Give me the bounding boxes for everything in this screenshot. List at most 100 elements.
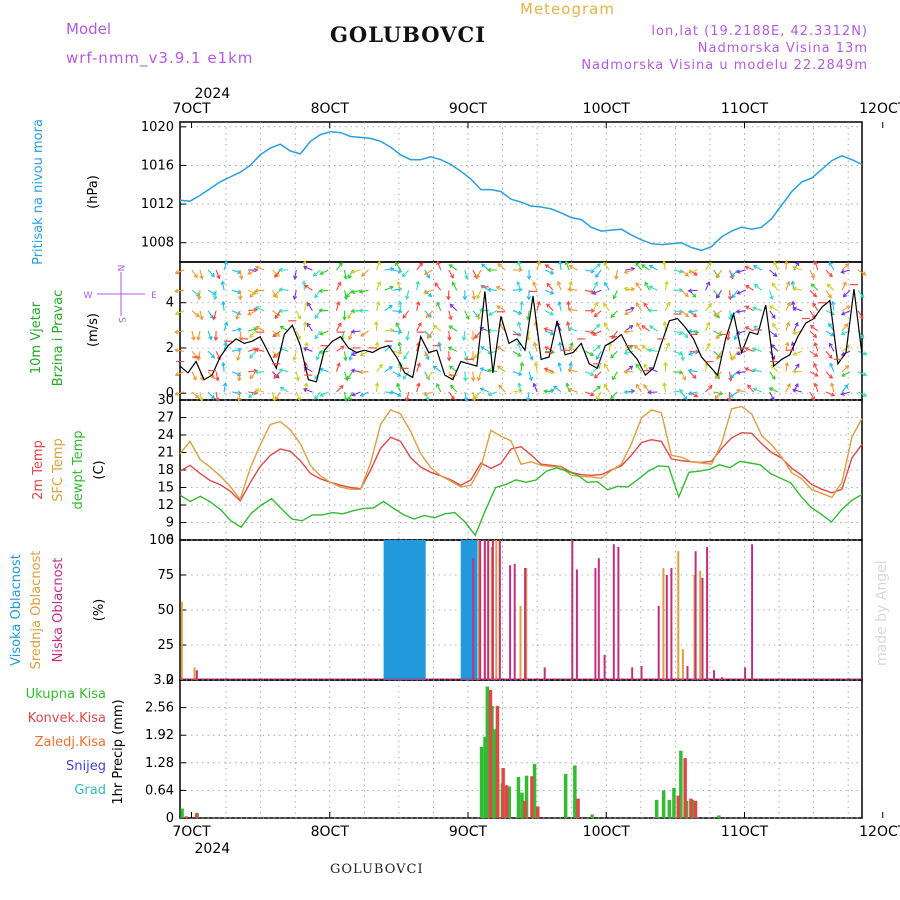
wind-arrowhead — [663, 361, 668, 366]
wind-arrowhead — [471, 397, 477, 402]
wind-arrow — [473, 391, 482, 399]
wind-arrowhead — [629, 324, 634, 330]
cloud-bar-0 — [392, 540, 396, 680]
wind-arrowhead — [348, 356, 353, 362]
wind-arrow — [841, 305, 851, 312]
wind-arrow — [476, 290, 482, 299]
wind-arrow — [714, 371, 722, 379]
wind-arrowhead — [303, 346, 308, 352]
precip-bar-1 — [488, 689, 493, 818]
wind-arrowhead — [840, 331, 846, 336]
wind-arrowhead — [199, 275, 204, 280]
wind-arrow — [295, 371, 300, 381]
wind-arrowhead — [557, 300, 562, 306]
wind-arrow — [792, 287, 802, 291]
wind-arrow — [785, 260, 788, 271]
wind-arrow — [771, 364, 779, 373]
wind-arrow — [732, 351, 739, 360]
wind-arrowhead — [416, 362, 421, 367]
wind-arrowhead — [350, 329, 355, 334]
wind-arrowhead — [487, 391, 493, 397]
wind-arrowhead — [210, 394, 216, 400]
wind-arrow — [565, 261, 570, 271]
wind-arrow — [729, 310, 732, 320]
wind-arrow — [604, 282, 610, 291]
wind-arrow — [448, 330, 451, 341]
cloud-bar-2 — [701, 577, 704, 680]
wind-arrow — [336, 385, 344, 393]
wind-arrow — [472, 330, 474, 341]
wind-arrowhead — [771, 375, 776, 380]
wind-arrow — [536, 301, 540, 311]
wind-arrowhead — [376, 281, 382, 286]
wind-arrow — [273, 289, 281, 297]
wind-arrowhead — [236, 397, 242, 402]
wind-arrow — [397, 281, 402, 291]
wind-arrow — [793, 350, 803, 356]
wind-arrowhead — [275, 272, 280, 277]
wind-arrowhead — [450, 395, 455, 401]
wind-arrowhead — [771, 282, 776, 287]
wind-arrow — [248, 391, 257, 398]
wind-arrow — [223, 342, 227, 352]
wind-arrow — [247, 269, 257, 275]
wind-arrow — [745, 326, 754, 332]
wind-arrowhead — [682, 376, 687, 381]
wind-arrow — [559, 261, 562, 271]
wind-arrow — [314, 391, 321, 400]
wind-arrow — [175, 289, 185, 292]
wind-arrow — [450, 385, 458, 393]
wind-arrow — [603, 303, 610, 312]
wind-arrowhead — [595, 396, 600, 401]
wind-arrow — [527, 391, 530, 401]
wind-arrowhead — [648, 285, 653, 290]
wind-arrowhead — [862, 351, 868, 356]
wind-arrow — [769, 310, 776, 319]
cloud-bar-2 — [686, 666, 689, 680]
wind-arrowhead — [623, 389, 628, 395]
wind-arrow — [841, 391, 851, 396]
wind-arrowhead — [474, 334, 479, 339]
wind-arrowhead — [417, 322, 422, 327]
wind-arrow — [231, 269, 241, 274]
credit-watermark: made by Angel — [874, 560, 890, 666]
wind-arrowhead — [679, 288, 684, 293]
wind-arrowhead — [792, 388, 797, 393]
wind-arrowhead — [706, 342, 711, 347]
wind-arrow — [568, 288, 578, 291]
wind-arrowhead — [784, 361, 790, 367]
wind-arrow — [769, 290, 773, 300]
wind-arrow — [221, 281, 225, 291]
wind-arrow — [841, 263, 850, 271]
precip-bar-0 — [679, 750, 683, 818]
wind-arrowhead — [223, 321, 229, 326]
wind-arrow — [754, 284, 763, 291]
wind-arrowhead — [543, 389, 548, 394]
wind-arrow — [680, 351, 684, 361]
wind-arrow — [610, 350, 618, 359]
wind-arrowhead — [610, 354, 615, 359]
wind-arrowhead — [292, 295, 298, 301]
wind-arrow — [568, 308, 578, 312]
wind-arrow — [191, 330, 195, 340]
wind-arrow — [673, 390, 683, 393]
temp-line-1 — [179, 405, 863, 501]
precip-bar-1 — [523, 800, 527, 819]
wind-arrow — [585, 269, 595, 273]
wind-arrowhead — [463, 356, 469, 362]
wind-arrowhead — [786, 383, 791, 388]
cloud-bar-1 — [193, 667, 196, 680]
cloud-bar-2 — [603, 654, 606, 680]
wind-arrowhead — [549, 270, 555, 275]
wind-arrow — [347, 310, 353, 319]
wind-arrow — [199, 391, 203, 401]
wind-arrow — [769, 391, 775, 401]
wind-arrowhead — [623, 369, 628, 375]
wind-arrow — [487, 289, 497, 291]
wind-arrow — [279, 369, 289, 373]
wind-arrow — [448, 310, 452, 320]
compass-w: W — [84, 291, 93, 301]
wind-arrow — [841, 345, 850, 352]
wind-arrowhead — [630, 306, 635, 311]
wind-arrowhead — [297, 315, 302, 320]
